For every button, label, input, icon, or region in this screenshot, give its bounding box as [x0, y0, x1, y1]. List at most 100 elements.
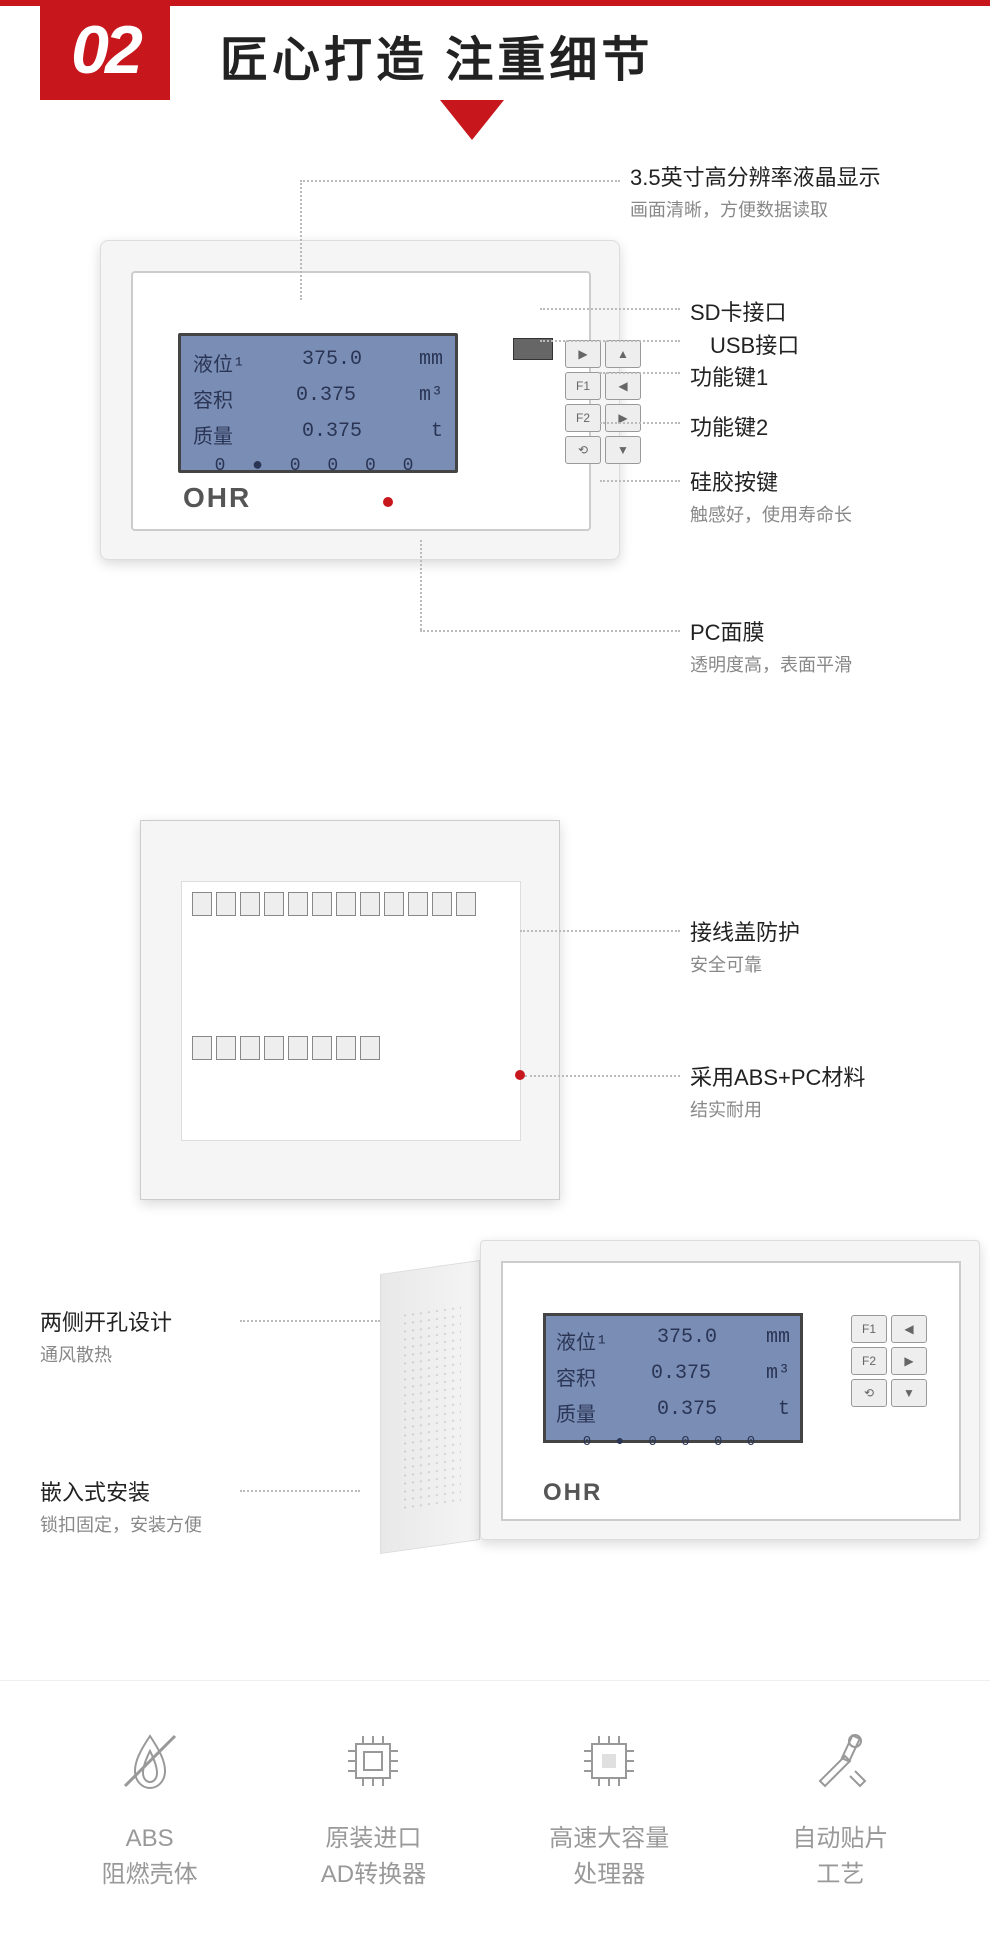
lcd-bottom: 0 ● 0 0 0 0 [193, 456, 443, 476]
lcd-row: 质量0.375t [556, 1398, 790, 1428]
keypad: ▶▲ F1◀ F2▶ ⟲▼ [563, 338, 653, 466]
terminal-pin [216, 892, 236, 916]
callout-line [525, 1075, 680, 1077]
callout-title: 接线盖防护 [690, 915, 800, 947]
callout-title: 两侧开孔设计 [40, 1305, 172, 1337]
callout-line [540, 308, 680, 310]
callout-line [600, 422, 680, 424]
callout-sub: 通风散热 [40, 1341, 172, 1367]
callout-sub: 画面清晰，方便数据读取 [630, 196, 881, 222]
reset-button[interactable]: ⟲ [851, 1379, 887, 1407]
right-button[interactable]: ▶ [605, 404, 641, 432]
terminal-pin [312, 892, 332, 916]
callout-sub: 安全可靠 [690, 951, 800, 977]
lcd-row: 质量0.375t [193, 420, 443, 450]
lcd-screen: 液位¹375.0mm 容积0.375m³ 质量0.375t 0 ● 0 0 0 … [178, 333, 458, 473]
callout-title: 硅胶按键 [690, 465, 852, 497]
callout-line [600, 372, 680, 374]
feature-processor: 高速大容量处理器 [549, 1721, 669, 1893]
right-button[interactable]: ▶ [891, 1347, 927, 1375]
section-number: 02 [71, 11, 139, 89]
reset-button[interactable]: ⟲ [565, 436, 601, 464]
keypad: F1◀ F2▶ ⟲▼ [849, 1313, 939, 1409]
callout-title: 功能键2 [690, 410, 768, 442]
feature-abs: ABS阻燃壳体 [102, 1721, 198, 1893]
angle-lcd: 液位¹375.0mm 容积0.375m³ 质量0.375t 0 ● 0 0 0 … [543, 1313, 803, 1443]
header-banner: 02 匠心打造 注重细节 [0, 0, 990, 140]
callout-sub: 透明度高，表面平滑 [690, 651, 852, 677]
callout-line [300, 180, 302, 300]
f2-button[interactable]: F2 [565, 404, 601, 432]
callout-mount: 嵌入式安装 锁扣固定，安装方便 [40, 1475, 202, 1537]
features-row: ABS阻燃壳体 原装进口AD转换器 高速大容量处理器 自动贴片工艺 [0, 1680, 990, 1953]
feature-label: 原装进口AD转换器 [321, 1821, 426, 1893]
play-button[interactable]: ▶ [565, 340, 601, 368]
terminal-pin [192, 892, 212, 916]
callout-sub: 锁扣固定，安装方便 [40, 1511, 202, 1537]
callout-title: SD卡接口 [690, 295, 787, 327]
lcd-row: 容积0.375m³ [556, 1362, 790, 1392]
callout-line [300, 180, 620, 182]
terminal-pin [192, 1036, 212, 1060]
feature-smt: 自动贴片工艺 [792, 1721, 888, 1893]
angle-view-section: 液位¹375.0mm 容积0.375m³ 质量0.375t 0 ● 0 0 0 … [0, 1220, 990, 1640]
callout-line [240, 1320, 380, 1322]
callout-line [240, 1490, 360, 1492]
chip-icon [569, 1721, 649, 1801]
front-view-section: 液位¹375.0mm 容积0.375m³ 质量0.375t 0 ● 0 0 0 … [0, 140, 990, 760]
back-view-section: 接线盖防护 安全可靠 采用ABS+PC材料 结实耐用 [0, 760, 990, 1220]
brand-logo: OHR [543, 1479, 602, 1507]
terminal-pin [288, 892, 308, 916]
f1-button[interactable]: F1 [851, 1315, 887, 1343]
callout-title: 采用ABS+PC材料 [690, 1060, 865, 1092]
callout-lcd: 3.5英寸高分辨率液晶显示 画面清晰，方便数据读取 [630, 160, 881, 222]
left-button[interactable]: ◀ [891, 1315, 927, 1343]
terminal-pin [216, 1036, 236, 1060]
callout-sd: SD卡接口 [690, 295, 787, 327]
terminal-block [181, 881, 521, 1141]
callout-silicone: 硅胶按键 触感好，使用寿命长 [690, 465, 852, 527]
indicator-led [383, 497, 393, 507]
vent-holes [401, 1304, 461, 1512]
lcd-bottom: 0 ● 0 0 0 0 [556, 1434, 790, 1450]
terminal-row [192, 892, 510, 916]
feature-label: ABS阻燃壳体 [102, 1821, 198, 1893]
brand-logo: OHR [183, 482, 251, 514]
header-triangle-icon [440, 100, 504, 140]
callout-title: 嵌入式安装 [40, 1475, 202, 1507]
f2-button[interactable]: F2 [851, 1347, 887, 1375]
callout-sub: 触感好，使用寿命长 [690, 501, 852, 527]
up-button[interactable]: ▲ [605, 340, 641, 368]
terminal-pin [360, 892, 380, 916]
callout-pc-film: PC面膜 透明度高，表面平滑 [690, 615, 852, 677]
down-button[interactable]: ▼ [605, 436, 641, 464]
tools-icon [800, 1721, 880, 1801]
angle-bezel: 液位¹375.0mm 容积0.375m³ 质量0.375t 0 ● 0 0 0 … [501, 1261, 961, 1521]
callout-sub: 结实耐用 [690, 1096, 865, 1122]
terminal-pin [384, 892, 404, 916]
f1-button[interactable]: F1 [565, 372, 601, 400]
device-angle-view: 液位¹375.0mm 容积0.375m³ 质量0.375t 0 ● 0 0 0 … [380, 1240, 980, 1580]
callout-line [420, 630, 680, 632]
callout-f1: 功能键1 [690, 360, 768, 392]
device-side-panel [380, 1260, 480, 1554]
terminal-pin [240, 1036, 260, 1060]
section-number-box: 02 [40, 0, 170, 100]
header-title: 匠心打造 注重细节 [220, 20, 653, 90]
dot-marker [515, 1070, 525, 1080]
device-bezel: 液位¹375.0mm 容积0.375m³ 质量0.375t 0 ● 0 0 0 … [131, 271, 591, 531]
terminal-pin [264, 892, 284, 916]
device-back-view [140, 820, 560, 1200]
callout-material: 采用ABS+PC材料 结实耐用 [690, 1060, 865, 1122]
lcd-row: 容积0.375m³ [193, 384, 443, 414]
left-button[interactable]: ◀ [605, 372, 641, 400]
lcd-row: 液位¹375.0mm [193, 348, 443, 378]
callout-line [600, 480, 680, 482]
callout-line [540, 340, 680, 342]
feature-label: 自动贴片工艺 [792, 1821, 888, 1893]
terminal-pin [264, 1036, 284, 1060]
terminal-pin [288, 1036, 308, 1060]
callout-line [420, 540, 422, 630]
feature-label: 高速大容量处理器 [549, 1821, 669, 1893]
down-button[interactable]: ▼ [891, 1379, 927, 1407]
